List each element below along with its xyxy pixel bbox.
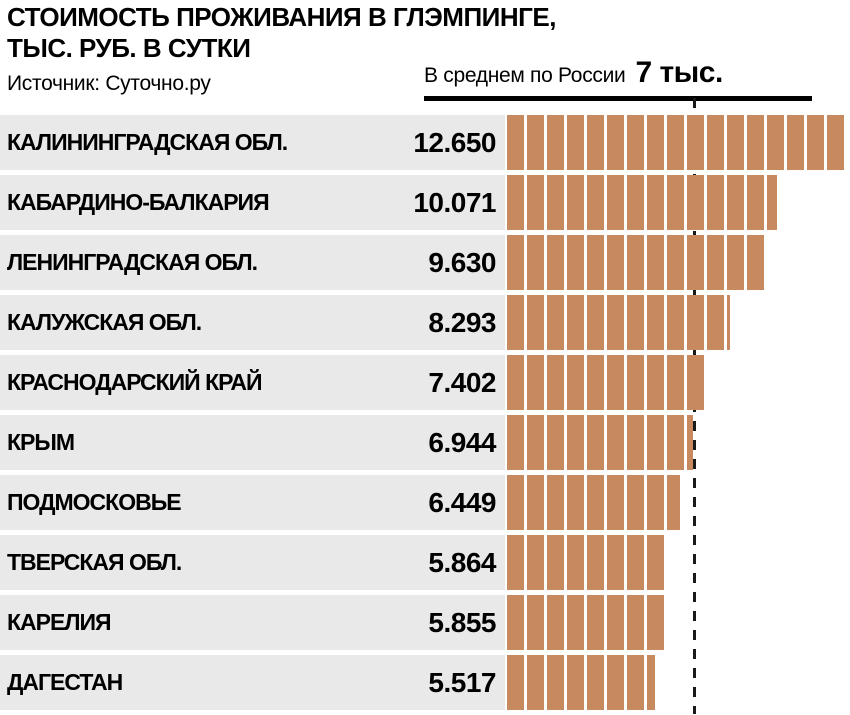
row-bar — [507, 595, 664, 650]
row-label: ДАГЕСТАН — [7, 669, 123, 695]
row-label: ЛЕНИНГРАДСКАЯ ОБЛ. — [7, 249, 258, 275]
chart-row: КАЛИНИНГРАДСКАЯ ОБЛ. 12.650 — [0, 115, 850, 170]
chart-header: СТОИМОСТЬ ПРОЖИВАНИЯ В ГЛЭМПИНГЕ, ТЫС. Р… — [0, 0, 850, 113]
chart-row: ПОДМОСКОВЬЕ 6.449 — [0, 475, 850, 530]
row-label-band: ЛЕНИНГРАДСКАЯ ОБЛ. 9.630 — [0, 235, 505, 290]
row-label-band: ТВЕРСКАЯ ОБЛ. 5.864 — [0, 535, 505, 590]
average-label-text: В среднем по России — [424, 64, 626, 87]
row-label: ПОДМОСКОВЬЕ — [7, 489, 182, 515]
row-label-band: КАБАРДИНО-БАЛКАРИЯ 10.071 — [0, 175, 505, 230]
row-bar — [507, 115, 847, 170]
row-bar — [507, 295, 730, 350]
chart-row: КРАСНОДАРСКИЙ КРАЙ 7.402 — [0, 355, 850, 410]
chart-row: КРЫМ 6.944 — [0, 415, 850, 470]
row-value: 5.855 — [428, 606, 496, 638]
row-label-band: ПОДМОСКОВЬЕ 6.449 — [0, 475, 505, 530]
chart-rows: КАЛИНИНГРАДСКАЯ ОБЛ. 12.650 КАБАРДИНО-БА… — [0, 115, 850, 715]
row-value: 8.293 — [428, 306, 496, 338]
row-label-band: КАРЕЛИЯ 5.855 — [0, 595, 505, 650]
row-label-band: КРЫМ 6.944 — [0, 415, 505, 470]
row-value: 7.402 — [428, 366, 496, 398]
chart-title-line2: ТЫС. РУБ. В СУТКИ — [7, 33, 251, 64]
row-label-band: КАЛУЖСКАЯ ОБЛ. 8.293 — [0, 295, 505, 350]
row-label-band: КАЛИНИНГРАДСКАЯ ОБЛ. 12.650 — [0, 115, 505, 170]
row-label: КРЫМ — [7, 429, 75, 455]
row-label: КАРЕЛИЯ — [7, 609, 112, 635]
row-bar — [507, 235, 766, 290]
average-reference-label: В среднем по России 7 тыс. — [424, 56, 812, 101]
row-label: КАБАРДИНО-БАЛКАРИЯ — [7, 189, 270, 215]
row-value: 12.650 — [413, 126, 496, 158]
row-value: 10.071 — [413, 186, 496, 218]
row-bar — [507, 535, 664, 590]
row-value: 5.517 — [428, 666, 496, 698]
chart-row: ТВЕРСКАЯ ОБЛ. 5.864 — [0, 535, 850, 590]
chart-row: ДАГЕСТАН 5.517 — [0, 655, 850, 710]
chart-title-line1: СТОИМОСТЬ ПРОЖИВАНИЯ В ГЛЭМПИНГЕ, — [7, 2, 556, 32]
row-label: КАЛУЖСКАЯ ОБЛ. — [7, 309, 202, 335]
chart-row: КАЛУЖСКАЯ ОБЛ. 8.293 — [0, 295, 850, 350]
row-bar — [507, 655, 655, 710]
row-label-band: КРАСНОДАРСКИЙ КРАЙ 7.402 — [0, 355, 505, 410]
row-label: ТВЕРСКАЯ ОБЛ. — [7, 549, 182, 575]
row-bar — [507, 475, 680, 530]
row-value: 6.944 — [428, 426, 496, 458]
chart-title: СТОИМОСТЬ ПРОЖИВАНИЯ В ГЛЭМПИНГЕ, ТЫС. Р… — [7, 2, 556, 64]
row-label: КРАСНОДАРСКИЙ КРАЙ — [7, 369, 263, 395]
row-label: КАЛИНИНГРАДСКАЯ ОБЛ. — [7, 129, 288, 155]
row-value: 9.630 — [428, 246, 496, 278]
row-value: 5.864 — [428, 546, 496, 578]
row-bar — [507, 175, 777, 230]
chart-source: Источник: Суточно.ру — [7, 72, 211, 95]
row-label-band: ДАГЕСТАН 5.517 — [0, 655, 505, 710]
chart-row: КАБАРДИНО-БАЛКАРИЯ 10.071 — [0, 175, 850, 230]
average-value-text: 7 тыс. — [635, 56, 723, 89]
row-value: 6.449 — [428, 486, 496, 518]
chart-row: ЛЕНИНГРАДСКАЯ ОБЛ. 9.630 — [0, 235, 850, 290]
row-bar — [507, 355, 706, 410]
row-bar — [507, 415, 693, 470]
chart-row: КАРЕЛИЯ 5.855 — [0, 595, 850, 650]
